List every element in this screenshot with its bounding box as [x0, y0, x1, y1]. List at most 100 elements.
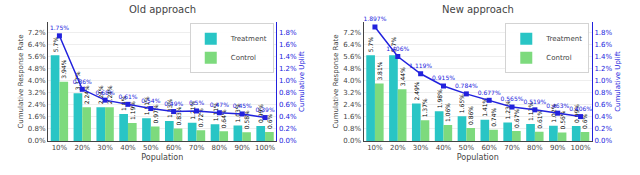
- svg-text:0.5%: 0.5%: [189, 99, 205, 106]
- svg-text:80%: 80%: [527, 144, 543, 152]
- svg-text:0.45%: 0.45%: [233, 102, 252, 109]
- svg-text:Cumulative Uplift: Cumulative Uplift: [298, 51, 306, 112]
- svg-text:2.4%: 2.4%: [28, 101, 46, 109]
- svg-text:20%: 20%: [74, 144, 90, 152]
- svg-text:2.49%: 2.49%: [413, 81, 420, 100]
- svg-text:3.2%: 3.2%: [343, 89, 361, 97]
- svg-text:1.8%: 1.8%: [120, 95, 127, 111]
- svg-text:1.6%: 1.6%: [594, 41, 612, 49]
- svg-text:0.4%: 0.4%: [279, 113, 297, 121]
- svg-text:60%: 60%: [481, 144, 497, 152]
- svg-text:1.75%: 1.75%: [50, 24, 69, 31]
- svg-text:2.4%: 2.4%: [343, 101, 361, 109]
- svg-text:4.0%: 4.0%: [343, 77, 361, 85]
- svg-text:0.99%: 0.99%: [573, 104, 580, 123]
- svg-text:Control: Control: [546, 54, 571, 62]
- svg-text:0.56%: 0.56%: [559, 110, 566, 129]
- svg-text:5.7%: 5.7%: [52, 37, 59, 53]
- svg-text:0.0%: 0.0%: [343, 137, 361, 145]
- svg-text:1.21%: 1.21%: [189, 100, 196, 119]
- svg-text:0.784%: 0.784%: [455, 82, 478, 89]
- svg-text:90%: 90%: [234, 144, 250, 152]
- svg-text:0.0%: 0.0%: [279, 137, 297, 145]
- svg-text:0.6%: 0.6%: [594, 101, 612, 109]
- svg-text:40%: 40%: [120, 144, 136, 152]
- svg-text:5.7%: 5.7%: [367, 37, 374, 53]
- svg-text:0.83%: 0.83%: [175, 106, 182, 125]
- svg-text:0.6%: 0.6%: [279, 101, 297, 109]
- svg-text:0.49%: 0.49%: [164, 100, 183, 107]
- svg-text:10%: 10%: [52, 144, 68, 152]
- svg-text:0.915%: 0.915%: [432, 74, 455, 81]
- svg-text:2.24%: 2.24%: [97, 85, 104, 104]
- svg-text:0.8%: 0.8%: [279, 89, 297, 97]
- svg-text:0.86%: 0.86%: [467, 106, 474, 125]
- svg-text:90%: 90%: [550, 144, 566, 152]
- svg-text:4.8%: 4.8%: [28, 65, 46, 73]
- svg-text:1.406%: 1.406%: [386, 45, 409, 52]
- svg-text:80%: 80%: [212, 144, 228, 152]
- svg-text:1.51%: 1.51%: [143, 96, 150, 115]
- svg-text:0.68%: 0.68%: [96, 89, 115, 96]
- svg-text:50%: 50%: [143, 144, 159, 152]
- svg-text:0.677%: 0.677%: [478, 89, 501, 96]
- svg-text:0.8%: 0.8%: [594, 89, 612, 97]
- svg-text:Cumulative Uplift: Cumulative Uplift: [614, 51, 622, 112]
- svg-text:Treatment: Treatment: [230, 35, 267, 43]
- svg-text:0.54%: 0.54%: [141, 97, 160, 104]
- svg-text:Treatment: Treatment: [545, 35, 582, 43]
- svg-text:0.565%: 0.565%: [501, 95, 524, 102]
- svg-text:1.33%: 1.33%: [166, 99, 173, 118]
- svg-text:3.44%: 3.44%: [399, 67, 406, 86]
- svg-text:2.24%: 2.24%: [83, 85, 90, 104]
- svg-text:0.86%: 0.86%: [73, 78, 92, 85]
- svg-text:1.6%: 1.6%: [28, 113, 46, 121]
- svg-text:3.2%: 3.2%: [28, 89, 46, 97]
- svg-text:0.6%: 0.6%: [266, 113, 273, 129]
- svg-text:1.37%: 1.37%: [421, 98, 428, 117]
- svg-text:0.39%: 0.39%: [256, 106, 275, 113]
- svg-text:0.463%: 0.463%: [546, 102, 569, 109]
- svg-text:0.6%: 0.6%: [581, 113, 588, 129]
- svg-text:20%: 20%: [390, 144, 406, 152]
- svg-text:1.2%: 1.2%: [279, 65, 297, 73]
- svg-text:30%: 30%: [97, 144, 113, 152]
- svg-text:0.99%: 0.99%: [257, 104, 264, 123]
- svg-text:0.2%: 0.2%: [279, 125, 297, 133]
- svg-text:1.8%: 1.8%: [594, 29, 612, 37]
- svg-text:5.7%: 5.7%: [390, 37, 397, 53]
- svg-text:1.897%: 1.897%: [363, 15, 386, 22]
- svg-text:7.2%: 7.2%: [28, 29, 46, 37]
- svg-text:Population: Population: [141, 153, 183, 162]
- svg-text:3.17%: 3.17%: [74, 71, 81, 90]
- svg-text:0.58%: 0.58%: [243, 110, 250, 129]
- svg-text:50%: 50%: [459, 144, 475, 152]
- svg-text:1.4%: 1.4%: [594, 53, 612, 61]
- svg-text:0.2%: 0.2%: [594, 125, 612, 133]
- svg-text:6.4%: 6.4%: [343, 41, 361, 49]
- svg-text:0.8%: 0.8%: [343, 125, 361, 133]
- svg-text:Population: Population: [457, 153, 499, 162]
- svg-text:30%: 30%: [413, 144, 429, 152]
- svg-text:1.8%: 1.8%: [279, 29, 297, 37]
- svg-text:1.98%: 1.98%: [436, 89, 443, 108]
- svg-text:100%: 100%: [571, 144, 591, 152]
- svg-text:1.6%: 1.6%: [343, 113, 361, 121]
- svg-text:70%: 70%: [504, 144, 520, 152]
- svg-text:1.0%: 1.0%: [279, 77, 297, 85]
- svg-text:4.0%: 4.0%: [28, 77, 46, 85]
- svg-text:0.406%: 0.406%: [569, 105, 592, 112]
- svg-text:3.81%: 3.81%: [376, 61, 383, 80]
- svg-text:1.41%: 1.41%: [481, 97, 488, 116]
- svg-text:1.119%: 1.119%: [409, 62, 432, 69]
- svg-text:1.2%: 1.2%: [594, 65, 612, 73]
- svg-text:0.61%: 0.61%: [118, 93, 137, 100]
- svg-text:1.4%: 1.4%: [279, 53, 297, 61]
- svg-text:3.94%: 3.94%: [60, 59, 67, 78]
- svg-text:4.8%: 4.8%: [343, 65, 361, 73]
- svg-text:0.74%: 0.74%: [490, 107, 497, 126]
- svg-text:0.72%: 0.72%: [197, 108, 204, 127]
- svg-text:1.6%: 1.6%: [279, 41, 297, 49]
- svg-text:Control: Control: [231, 54, 256, 62]
- svg-text:0.8%: 0.8%: [28, 125, 46, 133]
